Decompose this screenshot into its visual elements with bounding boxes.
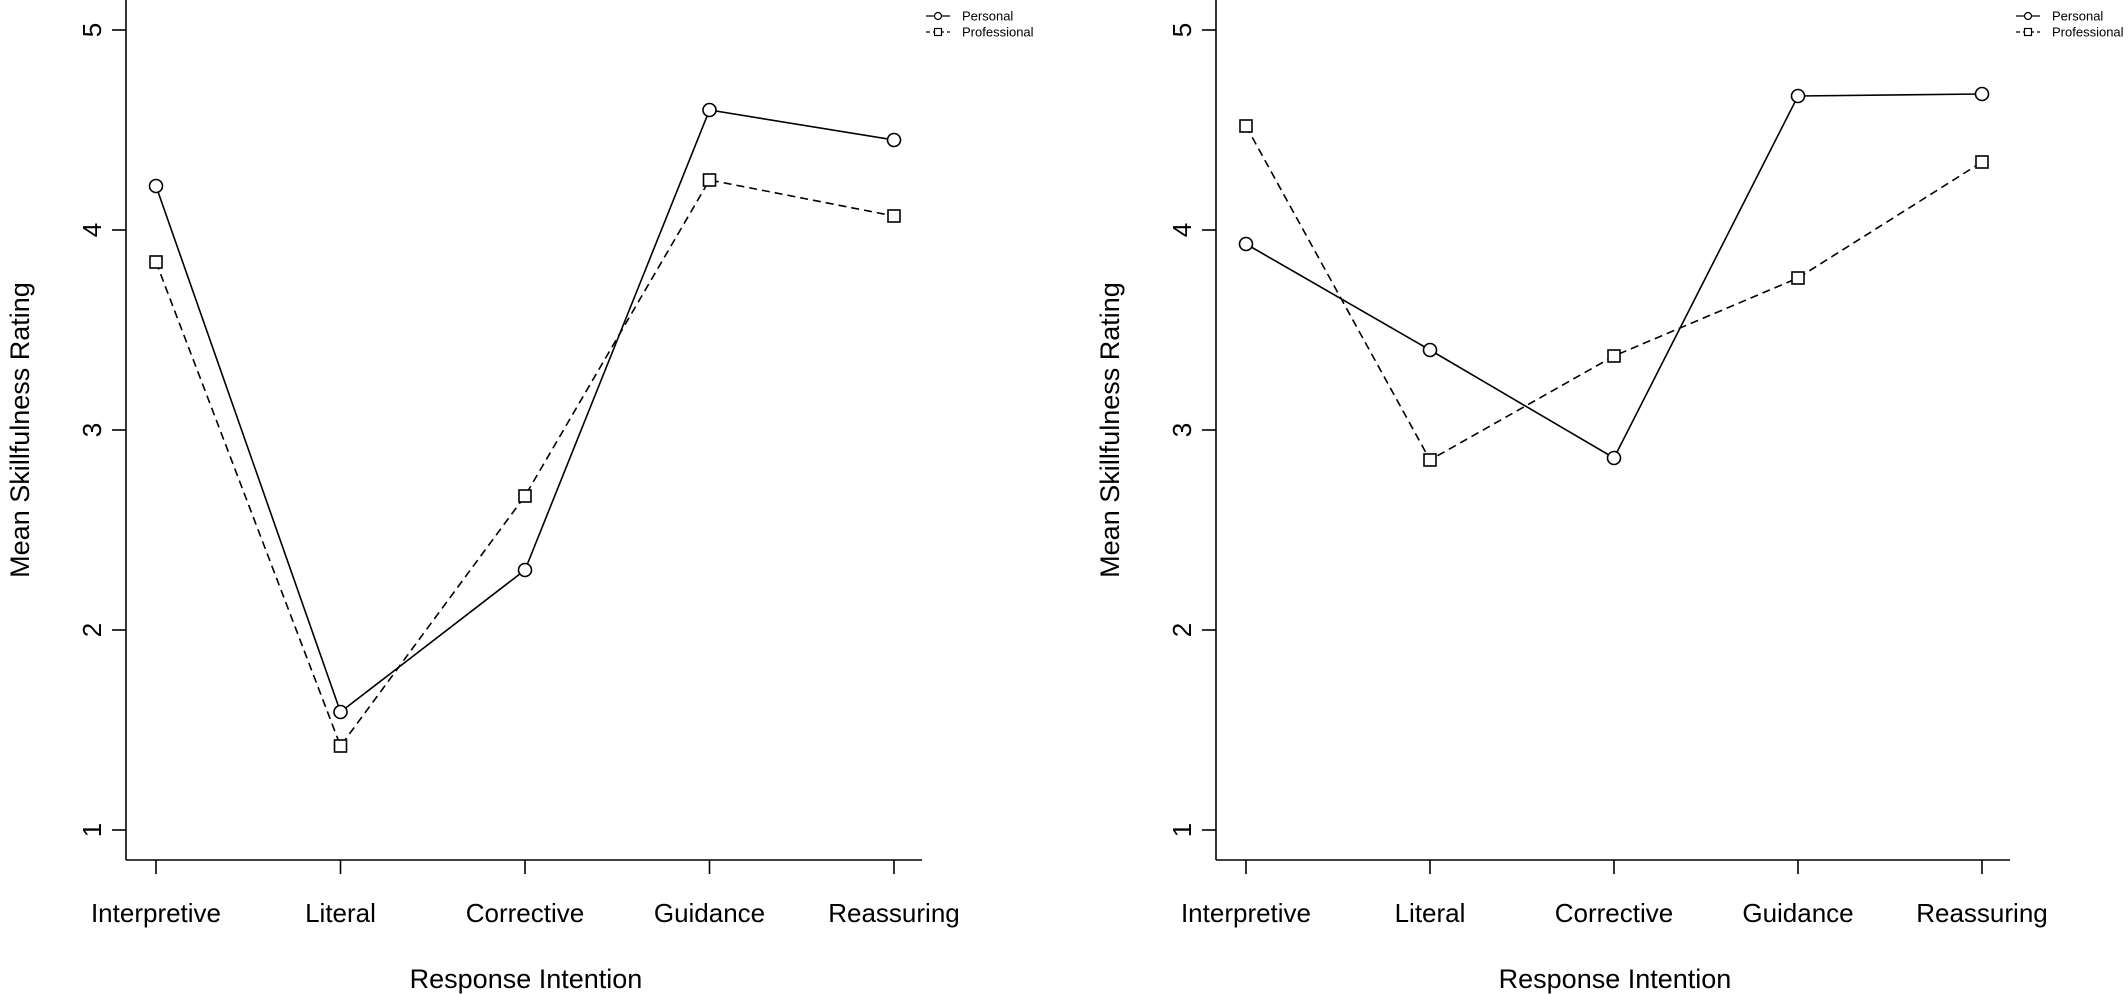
series-line-professional xyxy=(155,179,895,748)
point-professional xyxy=(1239,119,1253,133)
point-professional xyxy=(333,739,348,753)
point-personal xyxy=(1238,236,1254,252)
point-professional xyxy=(1791,271,1805,285)
series-line-personal xyxy=(1245,93,1983,460)
series-line-personal xyxy=(155,109,895,714)
y-tick-label: 3 xyxy=(77,423,107,437)
y-tick-label: 1 xyxy=(77,823,107,837)
y-tick-label: 3 xyxy=(1167,423,1197,437)
series-line-professional xyxy=(1245,125,1983,462)
point-professional xyxy=(518,489,532,503)
legend-marker-professional xyxy=(2023,27,2033,37)
point-personal xyxy=(517,562,533,578)
point-professional xyxy=(1975,155,1989,169)
point-personal xyxy=(702,102,717,118)
y-tick-label: 2 xyxy=(1167,623,1197,637)
chart-panel-1: 1 2 3 4 5 Interpretive Literal Corrective Guidan… xyxy=(5,0,1034,994)
chart-panel-2: 1 2 3 4 5 Interpretive Literal Corrective Guidan… xyxy=(1095,0,2124,994)
x-tick-label: Interpretive xyxy=(91,898,221,928)
point-personal xyxy=(1974,86,1990,102)
y-tick-label: 2 xyxy=(77,623,107,637)
y-tick-label: 4 xyxy=(77,223,107,237)
point-personal xyxy=(148,178,164,194)
point-professional xyxy=(149,255,163,269)
point-personal xyxy=(886,132,902,148)
x-tick-label: Literal xyxy=(1395,898,1466,928)
legend-marker-professional xyxy=(933,27,943,37)
x-tick-label: Guidance xyxy=(654,898,765,928)
legend-label-professional: Professional xyxy=(962,25,1034,40)
legend-label-personal: Personal xyxy=(2052,9,2103,24)
point-personal xyxy=(333,704,348,720)
y-tick-label: 5 xyxy=(1167,23,1197,37)
legend-marker-personal xyxy=(933,11,943,21)
legend-label-professional: Professional xyxy=(2052,25,2124,40)
x-tick-label: Reassuring xyxy=(828,898,960,928)
y-tick-label: 5 xyxy=(77,23,107,37)
x-tick-label: Guidance xyxy=(1742,898,1853,928)
point-personal xyxy=(1606,450,1622,466)
y-axis-title: Mean Skillfulness Rating xyxy=(1095,282,1125,578)
point-personal xyxy=(1790,88,1806,104)
point-professional xyxy=(702,173,717,187)
point-professional xyxy=(1607,349,1621,363)
x-tick-label: Literal xyxy=(305,898,376,928)
legend-marker-personal xyxy=(2023,11,2033,21)
x-tick-label: Interpretive xyxy=(1181,898,1311,928)
x-tick-label: Corrective xyxy=(466,898,584,928)
y-tick-label: 4 xyxy=(1167,223,1197,237)
legend-label-personal: Personal xyxy=(962,9,1013,24)
x-tick-label: Corrective xyxy=(1555,898,1673,928)
y-tick-label: 1 xyxy=(1167,823,1197,837)
x-axis-title: Response Intention xyxy=(410,964,643,994)
point-professional xyxy=(887,209,901,223)
y-axis-title: Mean Skillfulness Rating xyxy=(5,282,35,578)
point-personal xyxy=(1422,342,1438,358)
x-axis-title: Response Intention xyxy=(1499,964,1732,994)
point-professional xyxy=(1423,453,1437,467)
x-tick-label: Reassuring xyxy=(1916,898,2048,928)
